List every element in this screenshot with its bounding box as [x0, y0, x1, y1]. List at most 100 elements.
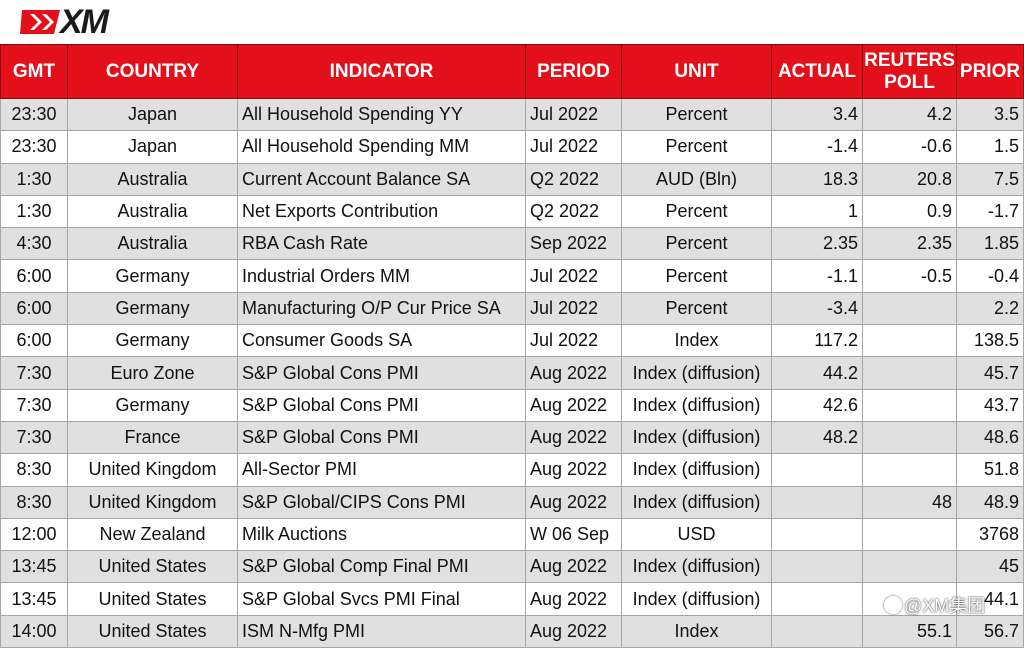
cell-prior: 45: [956, 550, 1024, 584]
xm-logo: XM: [20, 2, 109, 41]
cell-indicator: All Household Spending MM: [237, 130, 526, 164]
watermark: @XM集团: [884, 592, 985, 618]
cell-indicator: S&P Global Cons PMI: [237, 420, 526, 455]
cell-indicator: Industrial Orders MM: [237, 259, 526, 293]
cell-reuters-poll: [862, 582, 957, 616]
table-row: 13:45 United States S&P Global Comp Final …: [0, 550, 1024, 584]
cell-unit: AUD (Bln): [621, 162, 772, 196]
cell-prior: 45.7: [956, 356, 1024, 390]
cell-unit: USD: [621, 517, 772, 552]
cell-gmt: 23:30: [0, 97, 68, 132]
table-row: 6:00 Germany Manufacturing O/P Cur Price S…: [0, 291, 1024, 326]
cell-prior: 138.5: [956, 324, 1024, 358]
cell-unit: Percent: [621, 194, 772, 229]
table-row: 7:30 Germany S&P Global Cons PMI Aug 2022 In…: [0, 388, 1024, 422]
table-row: 14:00 United States ISM N-Mfg PMI Aug 2022 I…: [0, 614, 1024, 648]
table-body: 23:30 Japan All Household Spending YY Jul 2…: [0, 97, 1024, 648]
cell-reuters-poll: [862, 420, 957, 455]
cell-country: United Kingdom: [67, 453, 238, 487]
cell-reuters-poll: [862, 291, 957, 326]
cell-country: Australia: [67, 194, 238, 229]
cell-indicator: Milk Auctions: [237, 517, 526, 552]
header-indicator: INDICATOR: [237, 44, 526, 99]
cell-reuters-poll: 4.2: [862, 97, 957, 132]
cell-actual: [771, 485, 863, 519]
cell-gmt: 6:00: [0, 324, 68, 358]
table-row: 13:45 United States S&P Global Svcs PMI Fi…: [0, 582, 1024, 616]
cell-period: Jul 2022: [525, 259, 622, 293]
cell-period: W 06 Sep: [525, 517, 622, 552]
cell-indicator: RBA Cash Rate: [237, 227, 526, 261]
table-row: 1:30 Australia Current Account Balance SA Q…: [0, 162, 1024, 196]
cell-country: United Kingdom: [67, 485, 238, 519]
cell-prior: -1.7: [956, 194, 1024, 229]
header-prior: PRIOR: [956, 44, 1024, 99]
xm-logo-text: XM: [60, 2, 109, 41]
table-row: 7:30 France S&P Global Cons PMI Aug 2022 Ind…: [0, 420, 1024, 455]
cell-period: Jul 2022: [525, 130, 622, 164]
cell-period: Aug 2022: [525, 356, 622, 390]
watermark-text: @XM集团: [904, 596, 986, 616]
cell-prior: 7.5: [956, 162, 1024, 196]
cell-period: Aug 2022: [525, 582, 622, 616]
cell-unit: Index (diffusion): [621, 485, 772, 519]
cell-reuters-poll: [862, 550, 957, 584]
cell-country: New Zealand: [67, 517, 238, 552]
cell-actual: 1: [771, 194, 863, 229]
cell-unit: Index (diffusion): [621, 582, 772, 616]
cell-reuters-poll: 0.9: [862, 194, 957, 229]
cell-gmt: 7:30: [0, 420, 68, 455]
cell-reuters-poll: [862, 388, 957, 422]
cell-reuters-poll: 55.1: [862, 614, 957, 648]
cell-country: Japan: [67, 97, 238, 132]
cell-prior: 44.1: [956, 582, 1024, 616]
cell-reuters-poll: [862, 517, 957, 552]
cell-unit: Percent: [621, 291, 772, 326]
cell-reuters-poll: [862, 453, 957, 487]
cell-unit: Percent: [621, 259, 772, 293]
weibo-icon: [884, 596, 902, 614]
cell-period: Jul 2022: [525, 324, 622, 358]
cell-prior: 1.5: [956, 130, 1024, 164]
cell-indicator: Manufacturing O/P Cur Price SA: [237, 291, 526, 326]
cell-country: Germany: [67, 291, 238, 326]
cell-period: Aug 2022: [525, 420, 622, 455]
table-row: 8:30 United Kingdom S&P Global/CIPS Cons P…: [0, 485, 1024, 519]
cell-actual: -3.4: [771, 291, 863, 326]
cell-actual: [771, 614, 863, 648]
cell-country: Japan: [67, 130, 238, 164]
cell-indicator: Net Exports Contribution: [237, 194, 526, 229]
cell-actual: -1.4: [771, 130, 863, 164]
cell-gmt: 4:30: [0, 227, 68, 261]
cell-indicator: Consumer Goods SA: [237, 324, 526, 358]
header-gmt: GMT: [0, 44, 68, 99]
header-period: PERIOD: [525, 44, 622, 99]
cell-period: Jul 2022: [525, 97, 622, 132]
cell-unit: Index (diffusion): [621, 420, 772, 455]
cell-gmt: 8:30: [0, 485, 68, 519]
cell-prior: 1.85: [956, 227, 1024, 261]
header-actual: ACTUAL: [771, 44, 863, 99]
cell-actual: [771, 582, 863, 616]
cell-gmt: 1:30: [0, 162, 68, 196]
cell-prior: 51.8: [956, 453, 1024, 487]
cell-period: Aug 2022: [525, 614, 622, 648]
cell-gmt: 23:30: [0, 130, 68, 164]
cell-unit: Index (diffusion): [621, 453, 772, 487]
cell-reuters-poll: 48: [862, 485, 957, 519]
cell-unit: Index (diffusion): [621, 356, 772, 390]
cell-indicator: S&P Global/CIPS Cons PMI: [237, 485, 526, 519]
cell-indicator: All Household Spending YY: [237, 97, 526, 132]
table-row: 4:30 Australia RBA Cash Rate Sep 2022 Percen…: [0, 227, 1024, 261]
cell-country: Euro Zone: [67, 356, 238, 390]
header-poll-line1: REUTERS: [864, 49, 955, 71]
cell-country: United States: [67, 582, 238, 616]
economic-calendar-table: GMT COUNTRY INDICATOR PERIOD UNIT ACTUAL…: [0, 44, 1024, 648]
cell-unit: Index (diffusion): [621, 388, 772, 422]
cell-actual: [771, 517, 863, 552]
cell-actual: 44.2: [771, 356, 863, 390]
cell-period: Jul 2022: [525, 291, 622, 326]
cell-prior: -0.4: [956, 259, 1024, 293]
table-row: 8:30 United Kingdom All-Sector PMI Aug 2022…: [0, 453, 1024, 487]
cell-unit: Index: [621, 324, 772, 358]
